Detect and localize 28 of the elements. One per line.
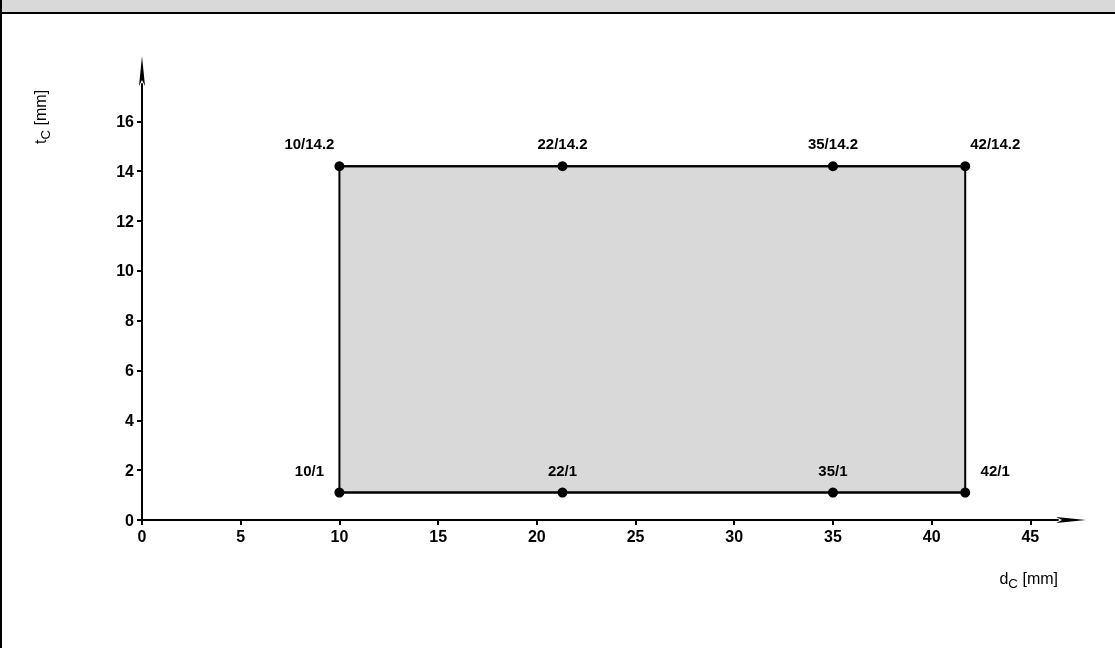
data-label: 35/14.2 bbox=[807, 135, 858, 153]
y-tick-label: 4 bbox=[125, 411, 135, 429]
x-axis-title: d$_{C}$ [mm] bbox=[998, 570, 1058, 592]
y-tick-label: 0 bbox=[125, 511, 135, 529]
x-tick-label: 0 bbox=[137, 527, 147, 545]
x-tick-label: 40 bbox=[922, 527, 941, 545]
y-tick-label: 6 bbox=[125, 362, 135, 380]
y-tick-label: 12 bbox=[116, 212, 135, 230]
x-tick-label: 35 bbox=[824, 527, 842, 545]
data-label: 22/14.2 bbox=[537, 135, 588, 153]
data-label: 42/1 bbox=[980, 461, 1010, 479]
y-tick-label: 8 bbox=[125, 312, 135, 330]
x-tick-label: 25 bbox=[626, 527, 645, 545]
x-tick-label: 45 bbox=[1021, 527, 1040, 545]
data-label: 35/1 bbox=[818, 461, 848, 479]
y-tick-label: 10 bbox=[116, 262, 135, 280]
x-tick-label: 30 bbox=[725, 527, 744, 545]
x-tick-label: 15 bbox=[429, 527, 448, 545]
x-tick-label: 5 bbox=[236, 527, 246, 545]
y-tick-label: 2 bbox=[125, 461, 135, 479]
data-label: 42/14.2 bbox=[970, 135, 1021, 153]
data-label: 10/14.2 bbox=[284, 135, 335, 153]
y-tick-label: 14 bbox=[116, 162, 135, 180]
y-tick-label: 16 bbox=[116, 112, 135, 130]
data-label: 22/1 bbox=[547, 461, 578, 479]
x-tick-label: 10 bbox=[330, 527, 349, 545]
x-tick-label: 20 bbox=[527, 527, 546, 545]
data-label: 10/1 bbox=[294, 461, 325, 479]
